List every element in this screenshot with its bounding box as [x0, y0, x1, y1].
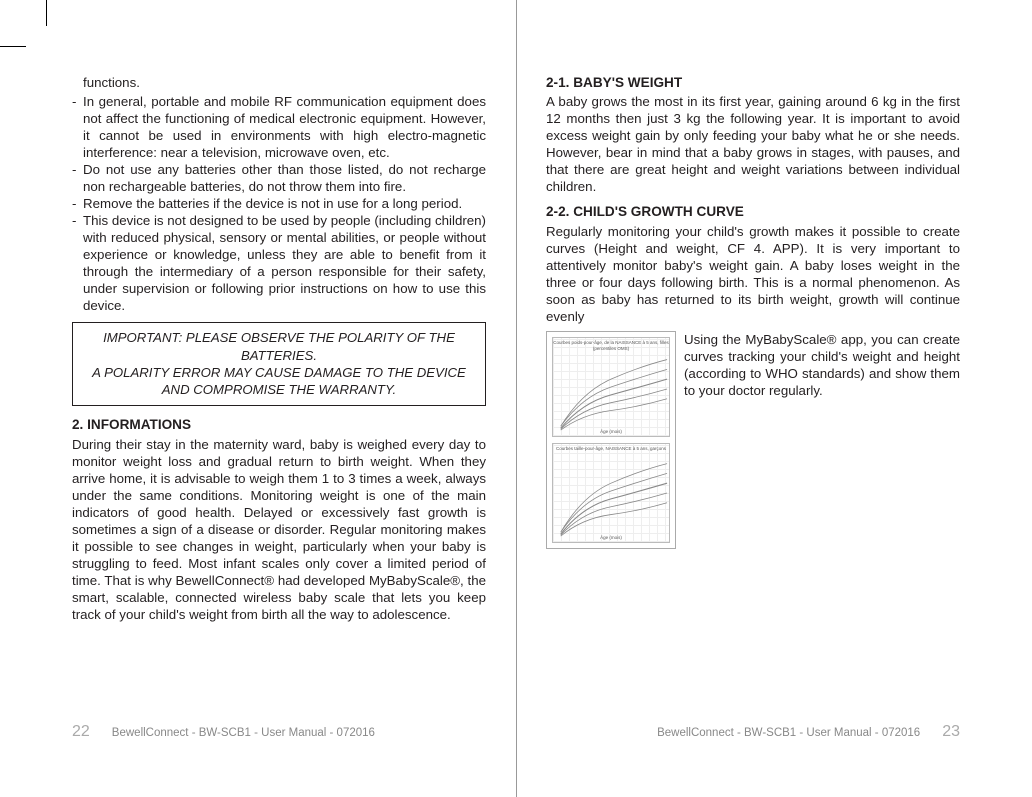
informations-body: During their stay in the maternity ward,…	[72, 436, 486, 623]
chart-xlabel: Âge (mois)	[553, 535, 669, 541]
list-item: This device is not designed to be used b…	[72, 212, 486, 314]
growth-chart-column: Courbes poids-pour-âge, de la NAISSANCE …	[546, 331, 676, 549]
chart-xlabel: Âge (mois)	[553, 429, 669, 435]
growth-curve-icon	[553, 338, 669, 436]
baby-weight-body: A baby grows the most in its first year,…	[546, 93, 960, 195]
page-number: 22	[72, 722, 90, 742]
growth-curve-body: Regularly monitoring your child's growth…	[546, 223, 960, 325]
footer-text: BewellConnect - BW-SCB1 - User Manual - …	[546, 726, 924, 741]
continuation-text: functions.	[72, 74, 486, 91]
important-line: IMPORTANT: PLEASE OBSERVE THE POLARITY O…	[83, 329, 475, 364]
growth-chart-panel: Courbes poids-pour-âge, de la NAISSANCE …	[546, 331, 960, 549]
important-line: AND COMPROMISE THE WARRANTY.	[83, 381, 475, 398]
spread: functions. In general, portable and mobi…	[0, 0, 1032, 797]
crop-mark	[46, 0, 47, 26]
crop-mark	[0, 46, 26, 47]
growth-chart-girls: Courbes poids-pour-âge, de la NAISSANCE …	[552, 337, 670, 437]
growth-curve-icon	[553, 444, 669, 542]
section-heading-growth-curve: 2-2. CHILD'S GROWTH CURVE	[546, 203, 960, 220]
safety-bullet-list: In general, portable and mobile RF commu…	[72, 93, 486, 314]
app-description: Using the MyBabyScale® app, you can crea…	[684, 331, 960, 399]
page-22: functions. In general, portable and mobi…	[72, 74, 486, 742]
list-item: In general, portable and mobile RF commu…	[72, 93, 486, 161]
footer-text: BewellConnect - BW-SCB1 - User Manual - …	[108, 726, 486, 741]
important-line: A POLARITY ERROR MAY CAUSE DAMAGE TO THE…	[83, 364, 475, 381]
section-heading-baby-weight: 2-1. BABY'S WEIGHT	[546, 74, 960, 91]
list-item: Do not use any batteries other than thos…	[72, 161, 486, 195]
page-divider	[516, 0, 517, 797]
page-footer: BewellConnect - BW-SCB1 - User Manual - …	[546, 722, 960, 742]
growth-chart-boys: Courbes taille-pour-âge, NAISSANCE à 5 a…	[552, 443, 670, 543]
section-heading-informations: 2. INFORMATIONS	[72, 416, 486, 433]
page-footer: 22 BewellConnect - BW-SCB1 - User Manual…	[72, 722, 486, 742]
page-number: 23	[942, 722, 960, 742]
important-callout: IMPORTANT: PLEASE OBSERVE THE POLARITY O…	[72, 322, 486, 406]
list-item: Remove the batteries if the device is no…	[72, 195, 486, 212]
page-23: 2-1. BABY'S WEIGHT A baby grows the most…	[546, 74, 960, 742]
